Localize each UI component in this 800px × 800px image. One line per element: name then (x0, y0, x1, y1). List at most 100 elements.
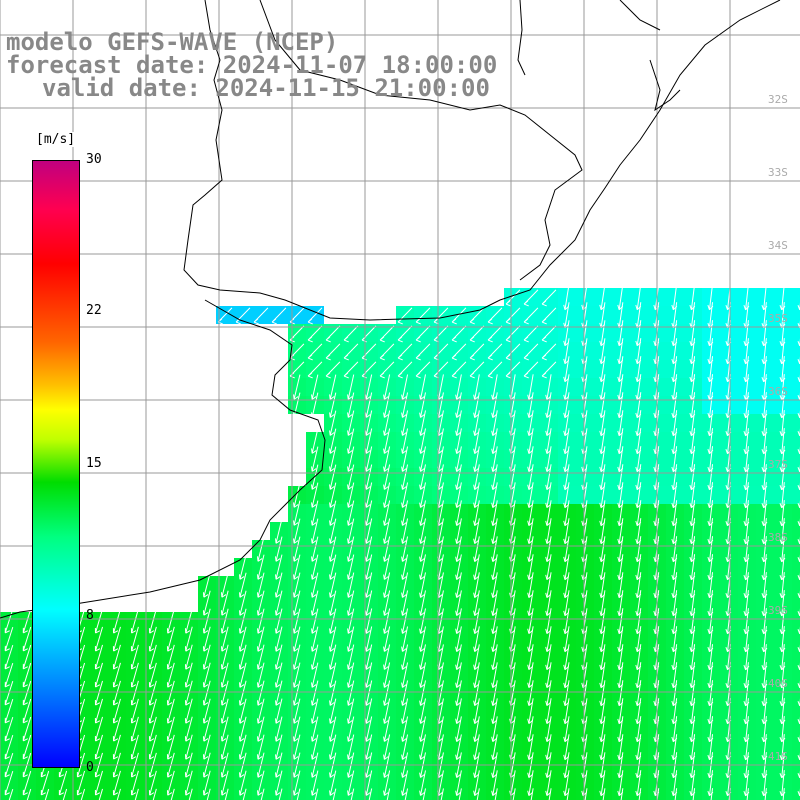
wind-arrow (238, 644, 247, 670)
wind-arrow (401, 698, 409, 724)
wind-arrow (365, 374, 373, 400)
wind-cell (504, 792, 522, 800)
wind-arrow (329, 392, 337, 418)
wind-cell (198, 792, 216, 800)
wind-arrow (347, 698, 355, 724)
wind-arrow (184, 734, 193, 760)
wind-arrow (170, 788, 175, 800)
wind-arrow (419, 644, 426, 670)
wind-arrow (469, 307, 485, 325)
wind-arrow (365, 662, 373, 688)
wind-arrow (238, 590, 247, 616)
wind-arrow (365, 716, 373, 742)
wind-arrow (419, 500, 426, 526)
wind-arrow (541, 343, 557, 361)
wind-arrow (541, 289, 557, 307)
wind-arrow (347, 680, 355, 706)
wind-arrow (293, 734, 301, 760)
wind-arrow (220, 590, 229, 616)
wind-arrow (566, 788, 570, 800)
wind-arrow (656, 788, 660, 800)
wind-arrow (379, 343, 395, 361)
wind-arrow (343, 361, 359, 379)
colorbar-tick-30: 30 (86, 152, 102, 167)
argentina-coast (0, 299, 326, 619)
wind-arrow (797, 590, 800, 599)
wind-arrow (365, 518, 373, 544)
wind-arrow (401, 446, 409, 472)
lat-label: 36S (768, 385, 788, 398)
wind-arrow (238, 554, 247, 580)
wind-arrow (383, 716, 391, 742)
wind-cell (792, 342, 800, 360)
wind-arrow (130, 680, 139, 706)
wind-arrow (238, 770, 247, 796)
wind-arrow (383, 464, 391, 490)
wind-arrow (451, 307, 467, 325)
wind-arrow (415, 325, 431, 343)
wind-arrow (473, 410, 480, 436)
wind-arrow (476, 788, 480, 800)
wind-arrow (148, 716, 157, 742)
wind-cell (216, 792, 234, 800)
wind-arrow (130, 608, 139, 634)
wind-arrow (325, 361, 341, 379)
wind-arrow (347, 464, 355, 490)
wind-arrow (275, 572, 283, 598)
wind-arrow (505, 289, 521, 307)
wind-arrow (166, 716, 175, 742)
wind-arrow (238, 680, 247, 706)
wind-arrow (202, 626, 211, 652)
wind-cell (792, 720, 800, 738)
wind-arrow (202, 572, 211, 598)
wind-arrow (40, 770, 50, 796)
wind-arrow (797, 428, 800, 437)
wind-cell (702, 792, 720, 800)
wind-arrow (602, 788, 606, 800)
wind-arrow (347, 392, 355, 418)
wind-arrow (523, 289, 539, 307)
wind-arrow (293, 572, 301, 598)
wind-cell (36, 792, 54, 800)
wind-arrow (4, 734, 14, 760)
wind-arrow (797, 446, 800, 455)
wind-arrow (473, 500, 480, 526)
wind-cell (792, 288, 800, 306)
wind-arrow (293, 770, 301, 796)
wind-arrow (473, 518, 480, 544)
wind-arrow (238, 734, 247, 760)
wind-arrow (166, 626, 175, 652)
wind-arrow (347, 446, 355, 472)
wind-arrow (184, 608, 193, 634)
wind-cell (792, 666, 800, 684)
wind-arrow (257, 554, 265, 580)
wind-arrow (112, 626, 121, 652)
wind-arrow (94, 662, 104, 688)
wind-arrow (473, 536, 480, 562)
wind-cell (594, 792, 612, 800)
wind-arrow (94, 770, 104, 796)
wind-arrow (469, 361, 485, 379)
wind-arrow (401, 392, 409, 418)
wind-arrow (797, 482, 800, 491)
lat-label: 38S (768, 531, 788, 544)
wind-arrow (797, 392, 800, 401)
wind-arrow (329, 482, 337, 508)
wind-arrow (311, 608, 319, 634)
wind-arrow (797, 554, 800, 563)
wind-arrow (112, 608, 121, 634)
wind-arrow (386, 788, 391, 800)
wind-cell (792, 738, 800, 756)
wind-arrow (383, 608, 391, 634)
wind-arrow (491, 374, 498, 401)
wind-arrow (293, 626, 301, 652)
wind-arrow (148, 734, 157, 760)
wind-arrow (329, 608, 337, 634)
wind-arrow (764, 788, 767, 800)
wind-arrow (455, 392, 462, 418)
model-title: modelo GEFS-WAVE (NCEP) (6, 28, 339, 56)
wind-arrow (401, 644, 409, 670)
wind-arrow (275, 716, 283, 742)
wind-arrow (329, 500, 337, 526)
wind-arrow (401, 572, 409, 598)
